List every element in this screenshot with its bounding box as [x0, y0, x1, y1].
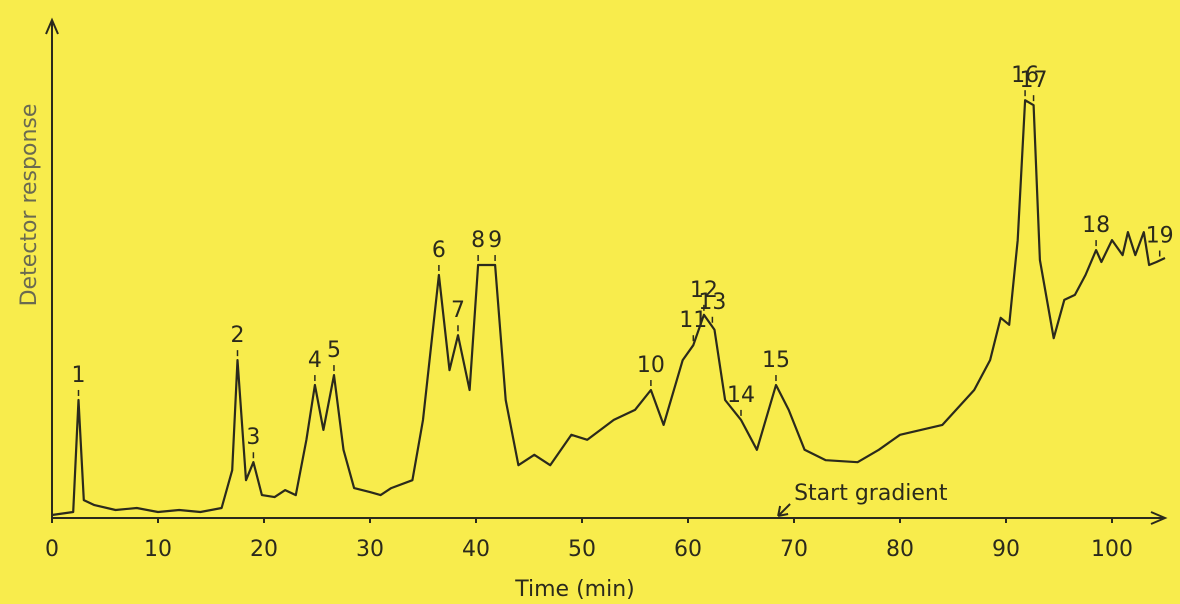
peak-label: 1: [72, 363, 86, 388]
x-tick-label: 20: [250, 537, 278, 562]
peak-label: 12: [690, 278, 718, 303]
peak-label: 11: [679, 308, 707, 333]
peak-label: 16: [1011, 63, 1039, 88]
peak-label: 2: [231, 323, 245, 348]
gradient-arrow: [777, 503, 791, 517]
x-tick-label: 80: [886, 537, 914, 562]
x-tick-label: 30: [356, 537, 384, 562]
x-tick-label: 90: [992, 537, 1020, 562]
chromatogram-line: [51, 99, 1166, 517]
y-axis-arrow: [45, 17, 59, 35]
peak-label: 8: [471, 228, 485, 253]
peak-label: 13: [698, 290, 726, 315]
x-tick-label: 60: [674, 537, 702, 562]
y-axis-label: Detector response: [17, 104, 42, 307]
peak-label: 3: [246, 425, 260, 450]
peak-label: 6: [432, 238, 446, 263]
peak-label: 5: [327, 338, 341, 363]
peak-label: 15: [762, 348, 790, 373]
x-axis-arrow: [1150, 511, 1168, 525]
peak-label: 14: [727, 383, 755, 408]
peak-label: 18: [1082, 213, 1110, 238]
x-tick-label: 50: [568, 537, 596, 562]
x-tick-label: 40: [462, 537, 490, 562]
x-tick-label: 100: [1091, 537, 1133, 562]
peak-label: 19: [1146, 224, 1174, 249]
x-axis-label: Time (min): [514, 577, 635, 602]
peak-label: 17: [1020, 68, 1048, 93]
x-tick-label: 0: [45, 537, 59, 562]
peak-label: 7: [451, 298, 465, 323]
x-tick-label: 10: [144, 537, 172, 562]
peak-label: 4: [308, 348, 322, 373]
peak-label: 9: [488, 228, 502, 253]
peak-label: 10: [637, 353, 665, 378]
x-tick-label: 70: [780, 537, 808, 562]
annotation: Start gradient: [794, 481, 948, 506]
